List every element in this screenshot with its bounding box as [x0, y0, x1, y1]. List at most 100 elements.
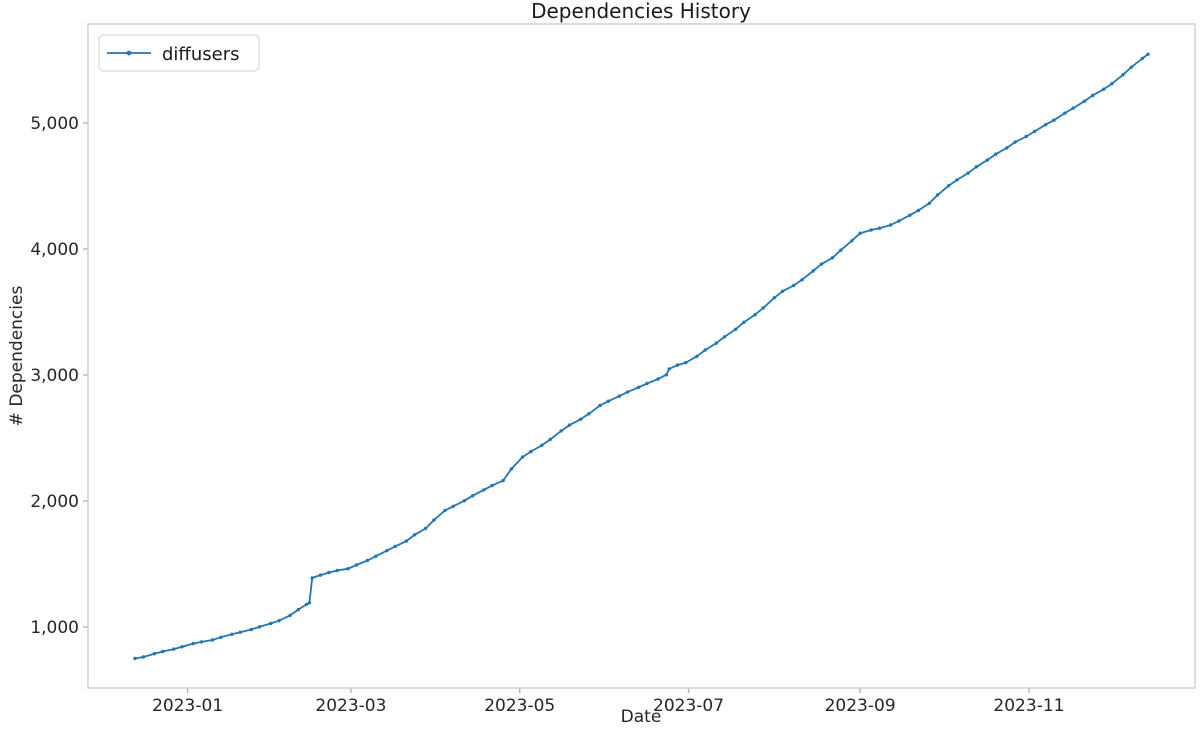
- data-point: [1032, 129, 1037, 134]
- data-point: [955, 178, 959, 182]
- data-point: [916, 208, 920, 213]
- plot-border: [87, 23, 1196, 689]
- data-point: [664, 373, 669, 377]
- data-point: [645, 381, 649, 386]
- y-tick-label: 1,000: [30, 618, 79, 638]
- x-tick-label: 2023-09: [825, 696, 896, 716]
- data-point: [567, 423, 572, 427]
- data-point: [277, 619, 281, 623]
- data-point: [482, 488, 486, 492]
- data-point: [695, 354, 699, 358]
- data-point: [548, 437, 552, 442]
- data-point: [714, 341, 718, 345]
- data-point: [354, 563, 359, 567]
- data-point: [219, 635, 223, 639]
- data-point: [310, 576, 314, 580]
- data-point: [877, 226, 882, 230]
- data-point: [985, 158, 990, 162]
- data-point: [520, 455, 525, 459]
- data-point: [161, 649, 165, 654]
- chart-title: Dependencies History: [531, 0, 751, 23]
- y-axis-label: # Dependencies: [7, 286, 27, 427]
- data-point: [393, 544, 397, 549]
- data-point: [617, 394, 622, 398]
- data-point: [839, 248, 843, 252]
- data-point: [780, 289, 785, 293]
- data-point: [462, 499, 467, 503]
- data-point: [296, 607, 300, 612]
- data-point: [675, 363, 680, 367]
- data-point: [1043, 123, 1048, 127]
- data-point: [772, 296, 776, 300]
- data-point: [947, 184, 951, 188]
- data-point: [927, 201, 931, 205]
- data-point: [490, 483, 494, 488]
- data-point: [1024, 134, 1028, 139]
- y-tick-label: 2,000: [30, 492, 79, 512]
- data-point: [1121, 73, 1125, 77]
- data-point: [318, 573, 323, 577]
- data-point: [897, 219, 901, 223]
- data-point: [1082, 99, 1087, 104]
- data-point: [637, 385, 641, 389]
- data-point: [606, 399, 610, 403]
- data-point: [451, 504, 455, 508]
- data-point: [404, 539, 408, 543]
- data-point: [1102, 87, 1106, 91]
- data-point: [172, 647, 176, 651]
- data-point: [501, 478, 505, 483]
- data-point: [559, 429, 563, 433]
- data-point: [1013, 140, 1017, 144]
- data-point: [869, 228, 873, 232]
- data-point: [1005, 146, 1009, 150]
- data-point: [238, 630, 242, 634]
- data-point: [269, 621, 273, 626]
- data-point: [703, 348, 707, 352]
- legend: diffusers: [98, 34, 260, 72]
- x-tick-label: 2023-07: [653, 696, 724, 716]
- data-point: [966, 171, 970, 175]
- data-point: [578, 417, 583, 421]
- data-point: [335, 568, 339, 573]
- data-point: [529, 449, 533, 454]
- data-point: [257, 625, 262, 629]
- data-point: [811, 269, 815, 273]
- data-point: [1110, 81, 1114, 86]
- data-point: [230, 632, 234, 636]
- data-point: [249, 627, 253, 632]
- x-tick-label: 2023-11: [993, 696, 1064, 716]
- data-point: [1071, 106, 1075, 110]
- data-point: [191, 641, 195, 646]
- data-point: [385, 548, 389, 553]
- data-point: [626, 390, 630, 394]
- data-point: [1146, 52, 1150, 56]
- x-tick-label: 2023-05: [484, 696, 555, 716]
- data-point: [858, 231, 862, 235]
- legend-label: diffusers: [162, 44, 239, 65]
- data-point: [830, 256, 835, 260]
- data-point: [307, 601, 312, 605]
- data-point: [722, 335, 727, 339]
- data-point: [346, 567, 350, 571]
- y-tick-label: 4,000: [30, 240, 79, 260]
- data-point: [1090, 93, 1095, 98]
- y-tick-label: 3,000: [30, 366, 79, 386]
- data-point: [199, 640, 204, 644]
- data-point: [888, 223, 893, 227]
- data-point: [908, 213, 912, 217]
- data-point: [152, 652, 157, 656]
- x-axis-ticks: 2023-01 2023-03 2023-05 2023-07 2023-09 2023-…: [152, 688, 1064, 716]
- data-point: [1129, 65, 1134, 69]
- data-point: [587, 412, 591, 416]
- data-point: [733, 327, 738, 331]
- data-point: [141, 655, 145, 659]
- data-point: [304, 602, 309, 606]
- x-axis-label: Date: [621, 707, 662, 727]
- data-point: [819, 262, 824, 266]
- data-point: [684, 360, 688, 365]
- data-point: [656, 377, 660, 381]
- data-point: [1140, 56, 1145, 61]
- data-point: [974, 165, 979, 169]
